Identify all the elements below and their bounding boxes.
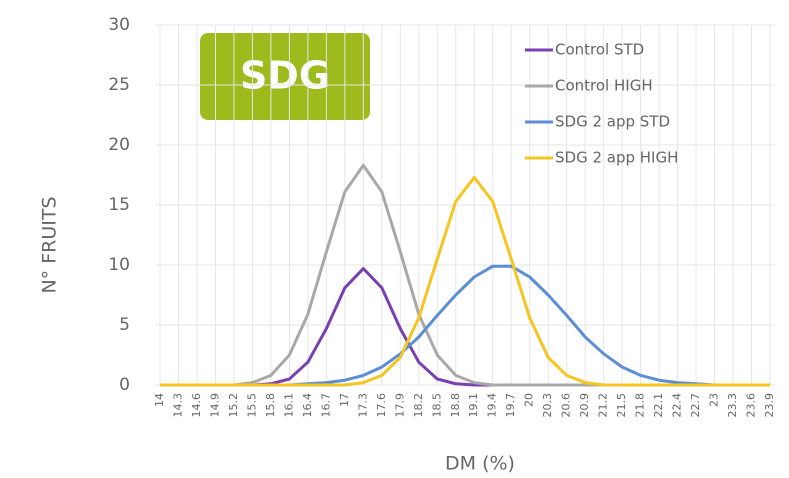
y-tick-label: 0 — [119, 375, 130, 395]
x-tick-label: 18.2 — [412, 393, 425, 418]
x-tick-label: 23 — [708, 393, 721, 407]
x-tick-label: 20.6 — [560, 393, 573, 418]
x-tick-label: 16.4 — [301, 393, 314, 418]
x-tick-label: 22.4 — [671, 393, 684, 418]
y-tick-label: 5 — [119, 315, 130, 335]
legend-label: Control STD — [555, 41, 644, 59]
y-tick-label: 15 — [108, 195, 130, 215]
x-tick-label: 17.6 — [375, 393, 388, 418]
badge-box — [200, 33, 370, 120]
series-line — [160, 175, 770, 387]
x-tick-label: 19.4 — [486, 393, 499, 418]
x-tick-label: 18.5 — [430, 393, 443, 418]
x-tick-label: 19.1 — [467, 393, 480, 418]
y-tick-label: 30 — [108, 15, 130, 35]
legend-label: Control HIGH — [555, 77, 653, 95]
x-tick-label: 16.1 — [282, 393, 295, 418]
x-tick-label: 20 — [523, 393, 536, 407]
x-tick-label: 15.8 — [264, 393, 277, 418]
x-tick-label: 18.8 — [449, 393, 462, 418]
x-tick-label: 14 — [153, 393, 166, 407]
y-tick-label: 10 — [108, 255, 130, 275]
x-tick-label: 14.9 — [208, 393, 221, 418]
x-tick-label: 22.1 — [652, 393, 665, 418]
x-tick-label: 17.9 — [393, 393, 406, 418]
x-tick-label: 14.6 — [190, 393, 203, 418]
x-tick-label: 15.2 — [227, 393, 240, 418]
badge-text: SDG — [240, 54, 330, 98]
legend-label: SDG 2 app HIGH — [555, 149, 678, 167]
x-tick-label: 17.3 — [356, 393, 369, 418]
x-tick-label: 21.5 — [615, 393, 628, 418]
x-tick-label: 15.5 — [245, 393, 258, 418]
x-tick-label: 23.3 — [726, 393, 739, 418]
y-tick-label: 20 — [108, 135, 130, 155]
x-tick-label: 23.6 — [745, 393, 758, 418]
x-tick-label: 21.8 — [634, 393, 647, 418]
x-tick-label: 16.7 — [319, 393, 332, 418]
x-tick-label: 20.9 — [578, 393, 591, 418]
x-tick-label: 19.7 — [504, 393, 517, 418]
x-tick-label: 21.2 — [597, 393, 610, 418]
x-tick-label: 23.9 — [763, 393, 776, 418]
y-axis-title: N° FRUITS — [39, 196, 61, 293]
x-tick-label: 17 — [338, 393, 351, 407]
legend-label: SDG 2 app STD — [555, 113, 670, 131]
x-axis-title: DM (%) — [445, 453, 515, 475]
x-tick-label: 14.3 — [171, 393, 184, 418]
x-tick-label: 22.7 — [689, 393, 702, 418]
y-tick-label: 25 — [108, 75, 130, 95]
x-tick-label: 20.3 — [541, 393, 554, 418]
